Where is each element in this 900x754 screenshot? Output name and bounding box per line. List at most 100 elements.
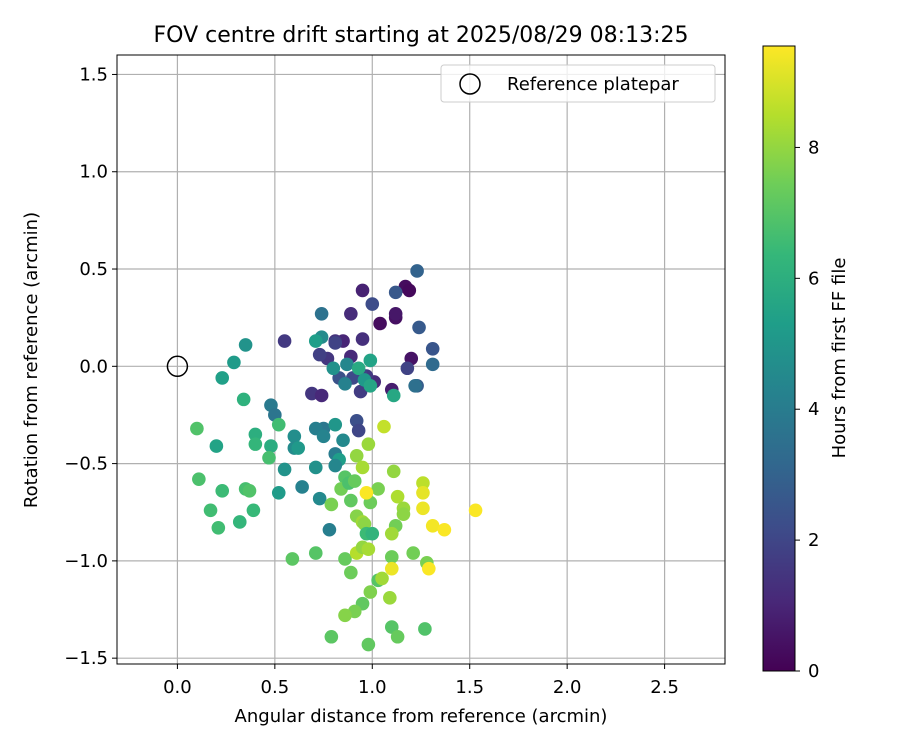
colorbar-ticks: 0 2 4 6 8 [795, 137, 819, 682]
scatter-point-67 [262, 450, 276, 465]
y-tick-label-4: 0.5 [79, 259, 108, 280]
scatter-point-53 [271, 417, 286, 432]
colorbar-frame [762, 45, 796, 672]
scatter-point-132 [338, 608, 352, 623]
scatter-point-115 [285, 552, 300, 566]
scatter-point-95 [386, 464, 401, 479]
scatter-point-125 [384, 561, 399, 576]
scatter-point-101 [416, 476, 430, 490]
scatter-point-57 [328, 417, 343, 432]
scatter-point-138 [361, 637, 376, 652]
legend-box [440, 64, 716, 103]
scatter-point-63 [248, 427, 263, 442]
scatter-point-25 [365, 297, 380, 311]
scatter-point-126 [406, 546, 421, 560]
scatter-point-6 [355, 283, 370, 298]
scatter-point-52 [236, 392, 251, 407]
scatter-point-56 [316, 429, 331, 444]
scatter-point-30 [425, 357, 440, 372]
scatter-point-71 [308, 460, 323, 475]
scatter-point-61 [291, 441, 306, 455]
scatter-point-82 [344, 493, 358, 508]
scatter-point-14 [277, 334, 292, 348]
scatter-point-128 [421, 561, 436, 576]
scatter-point-10 [355, 332, 370, 346]
scatter-point-24 [400, 361, 415, 376]
plot-frame [116, 54, 726, 665]
scatter-point-117 [338, 552, 352, 566]
colorbar-tick-label-2: 4 [808, 399, 819, 420]
y-tick-label-5: 1.0 [79, 162, 108, 183]
scatter-point-46 [386, 388, 401, 403]
scatter-point-133 [383, 591, 397, 605]
plot-area [117, 55, 725, 664]
scatter-point-28 [412, 320, 426, 335]
scatter-point-116 [308, 546, 323, 560]
scatter-point-124 [384, 550, 399, 564]
scatter-point-49 [238, 338, 253, 352]
scatter-point-123 [375, 571, 389, 586]
x-tick-label-5: 2.5 [650, 677, 679, 698]
y-tick-label-0: −1.5 [64, 648, 108, 669]
scatter-point-42 [351, 361, 366, 376]
colorbar-gradient [763, 46, 795, 671]
scatter-point-105 [437, 522, 452, 537]
legend-entry-reference-platepar: Reference platepar [507, 74, 679, 95]
x-tick-label-2: 1.0 [358, 677, 387, 698]
scatter-point-109 [215, 484, 230, 498]
scatter-point-7 [344, 306, 358, 321]
scatter-point-64 [248, 437, 263, 451]
y-axis-label: Rotation from reference (arcmin) [21, 212, 42, 508]
y-tick-label-1: −1.0 [64, 551, 108, 572]
scatter-point-91 [349, 449, 364, 463]
chart-title: FOV centre drift starting at 2025/08/29 … [154, 23, 689, 48]
scatter-point-114 [211, 521, 226, 535]
scatter-point-13 [312, 347, 327, 362]
y-tick-label-6: 1.5 [79, 64, 108, 85]
colorbar-tick-label-3: 6 [808, 268, 819, 289]
scatter-point-93 [361, 437, 376, 451]
y-tick-label-2: −0.5 [64, 454, 108, 475]
scatter-point-108 [192, 472, 206, 486]
colorbar: 0 2 4 6 8 Hours from first FF file [762, 45, 850, 682]
y-tick-label-3: 0.0 [79, 356, 108, 377]
scatter-point-98 [396, 507, 411, 521]
x-tick-label-1: 0.5 [261, 677, 290, 698]
scatter-point-50 [227, 355, 241, 370]
scatter-point-39 [326, 361, 341, 376]
scatter-point-65 [209, 439, 224, 453]
colorbar-tick-label-0: 0 [808, 661, 819, 682]
scatter-point-103 [416, 501, 430, 516]
scatter-point-81 [324, 497, 339, 512]
scatter-point-1 [402, 283, 417, 298]
scatter-point-34 [351, 423, 366, 438]
scatter-point-59 [287, 429, 302, 444]
scatter-point-51 [215, 371, 230, 385]
scatter-point-76 [322, 522, 337, 537]
x-axis-label: Angular distance from reference (arcmin) [235, 706, 608, 727]
scatter-point-137 [324, 629, 339, 644]
colorbar-tick-label-4: 8 [808, 137, 819, 158]
scatter-point-26 [388, 285, 403, 300]
scatter-point-74 [312, 491, 327, 506]
scatter-point-35 [328, 336, 343, 350]
scatter-point-89 [371, 482, 385, 496]
scatter-point-120 [361, 542, 376, 557]
x-tick-label-4: 2.0 [553, 677, 582, 698]
scatter-point-112 [246, 503, 261, 518]
scatter-point-27 [410, 264, 424, 278]
scatter-point-41 [363, 353, 378, 368]
scatter-point-135 [390, 629, 405, 644]
legend-marker [459, 73, 481, 95]
scatter-point-45 [363, 378, 378, 393]
scatter-point-102 [416, 485, 430, 500]
legend: Reference platepar [440, 64, 716, 103]
scatter-point-87 [365, 526, 380, 541]
x-tick-label-3: 1.5 [455, 677, 484, 698]
scatter-point-90 [359, 485, 374, 500]
y-axis-ticks: −1.5 −1.0 −0.5 0.0 0.5 1.0 1.5 [64, 64, 117, 669]
scatter-point-106 [468, 503, 483, 518]
scatter-point-38 [308, 334, 323, 348]
